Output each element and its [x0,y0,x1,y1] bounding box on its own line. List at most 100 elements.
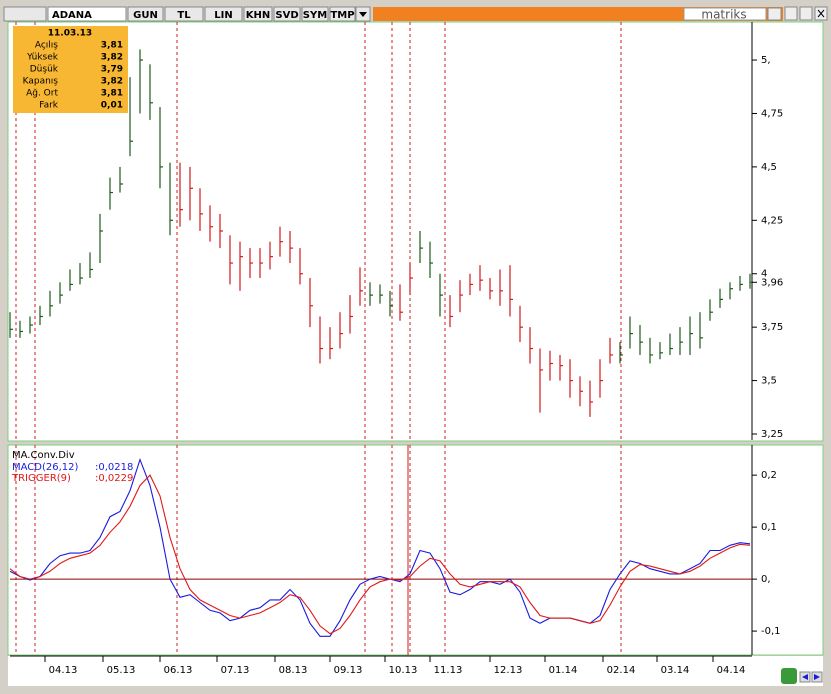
brand-box [683,7,767,21]
ohlc-bar [109,177,113,210]
max-button[interactable] [799,6,813,21]
plot-layer: 3,25 3,5 3,75 4 4,25 4,5 4,75 5, 3,96 -0,1 0, 0,1 0,… [9,22,783,676]
ohlc-bar [659,342,663,360]
ohlc-bar [239,241,243,291]
ohlc-bar [329,327,333,360]
price-panel [7,21,824,442]
ohlc-bar [119,166,123,193]
ohlc-bar [699,312,703,349]
legend-name: MACD(26,12) [12,462,79,473]
ohlc-bar [679,327,683,355]
info-box [13,26,128,113]
x-tick-label: 04.14 [717,665,746,676]
right-arrow [814,674,820,680]
toolbar-button[interactable] [164,6,204,22]
info-value: 0,01 [101,101,123,111]
info-date: 11.03.13 [48,29,92,39]
symbol: ADANA [52,10,92,21]
info-label: Düşük [30,65,59,75]
ohlc-bar [469,273,473,296]
x-tick-label: 03.14 [661,665,690,676]
ohlc-bar [419,231,423,264]
info-label: Kapanış [23,77,59,87]
ohlc-bar [489,278,493,300]
toolbar-buttons: GUN TL LIN KHN SVD SYM TMP [127,6,356,22]
toolbar-button[interactable] [301,6,329,22]
x-tick-label: 06.13 [164,665,193,676]
info-value: 3,81 [101,89,123,99]
x-tick-label: 01.14 [549,665,578,676]
macd-panel [7,444,824,656]
ohlc-bar [709,299,713,321]
dropdown-brand[interactable] [767,7,782,21]
series-line [9,457,751,637]
ohlc-bar [689,316,693,355]
ohlc-bar [19,320,23,338]
ohlc-bar [379,284,383,304]
ohlc-bar [609,337,613,364]
info-value: 3,82 [101,53,123,63]
toolbar-button[interactable] [127,6,164,22]
ohlc-bar [559,354,563,381]
ohlc-bar [139,49,143,114]
legend-name: TRIGGER(9) [11,473,71,484]
y-tick-label: 3,75 [761,322,783,333]
ohlc-bar [129,77,133,157]
y-tick-label: -0,1 [761,626,781,637]
ohlc-bar [519,305,523,343]
dropdown-arrow [359,12,367,17]
y-tick-label: 0,2 [761,470,777,481]
ohlc-bar [29,316,33,334]
title-bar [373,7,783,21]
ohlc-bar [719,288,723,308]
menu-icon[interactable] [3,6,47,22]
ohlc-bar [299,248,303,285]
ohlc-bar [39,305,43,326]
panel-title: MA.Conv.Div [12,450,75,461]
ohlc-bar [539,348,543,413]
x-tick-label: 05.13 [107,665,136,676]
ohlc-bar [319,316,323,364]
ohlc-bar [529,327,533,364]
ohlc-bar [179,162,183,227]
toolbar-button[interactable] [329,6,356,22]
ohlc-bar [439,273,443,317]
legend: MACD(26,12):0,0218 TRIGGER(9):0,0229 [11,462,133,484]
ohlc-bar [9,312,13,338]
min-button[interactable] [784,6,798,21]
y-tick-label: 0,1 [761,522,777,533]
ohlc-bar [249,248,253,279]
x-tick-label: 12.13 [494,665,523,676]
toolbar-button[interactable] [273,6,301,22]
time-axis [8,656,823,686]
ohlc-bar [229,235,233,285]
ohlc-bar [279,226,283,257]
ohlc-bar [269,241,273,270]
symbol-box[interactable] [47,6,127,22]
button-label: GUN [133,10,158,21]
ohlc-bar [429,241,433,279]
toolbar-button[interactable] [204,6,243,22]
ohlc-bar [89,252,93,279]
ohlc-bar [499,269,503,306]
x-tick-label: 08.13 [279,665,308,676]
ohlc-bar [459,280,463,313]
ohlc-bar [579,376,583,407]
x-tick-label: 04.13 [49,665,78,676]
info-value: 3,81 [101,41,123,51]
toolbar-button[interactable] [243,6,273,22]
y-tick-label: 3,5 [761,376,777,387]
ohlc-bar [209,205,213,242]
info-rows: Açılış 3,81 Yüksek 3,82 Düşük 3,79 Kapanış 3,82… [23,41,123,111]
refresh-button[interactable] [781,668,797,684]
info-label: Açılış [35,41,58,51]
y-tick-label: 4,25 [761,215,783,226]
ohlc-bar [649,337,653,364]
left-arrow [802,674,808,680]
info-value: 3,79 [101,65,123,75]
ohlc-bar [639,325,643,355]
ohlc-bar [219,213,223,249]
y-tick-label: 4 [761,269,767,280]
ohlc-bar [369,282,373,306]
